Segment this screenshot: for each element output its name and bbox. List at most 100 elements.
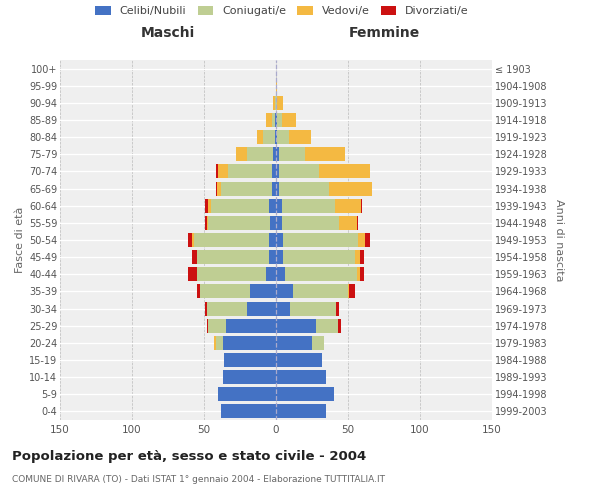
Bar: [276, 302, 290, 316]
Bar: [279, 182, 329, 196]
Bar: [282, 216, 340, 230]
Bar: [276, 113, 277, 127]
Bar: [269, 233, 276, 247]
Bar: [276, 164, 279, 178]
Bar: [226, 318, 276, 332]
Bar: [276, 130, 277, 144]
Bar: [263, 130, 275, 144]
Bar: [293, 284, 348, 298]
Bar: [348, 284, 349, 298]
Bar: [273, 148, 276, 162]
Text: Popolazione per età, sesso e stato civile - 2004: Popolazione per età, sesso e stato civil…: [12, 450, 366, 463]
Bar: [221, 404, 276, 418]
Bar: [275, 113, 276, 127]
Bar: [236, 148, 247, 162]
Bar: [356, 268, 359, 281]
Bar: [215, 164, 218, 178]
Text: Femmine: Femmine: [349, 26, 419, 40]
Bar: [269, 198, 276, 212]
Legend: Celibi/Nubili, Coniugati/e, Vedovi/e, Divorziati/e: Celibi/Nubili, Coniugati/e, Vedovi/e, Di…: [95, 6, 469, 16]
Bar: [205, 198, 208, 212]
Bar: [340, 216, 356, 230]
Bar: [275, 130, 276, 144]
Bar: [276, 216, 282, 230]
Bar: [359, 268, 364, 281]
Bar: [205, 216, 207, 230]
Y-axis label: Fasce di età: Fasce di età: [14, 207, 25, 273]
Bar: [207, 302, 247, 316]
Bar: [266, 268, 276, 281]
Bar: [276, 268, 284, 281]
Bar: [355, 250, 359, 264]
Bar: [329, 182, 373, 196]
Bar: [188, 268, 197, 281]
Bar: [312, 336, 323, 350]
Bar: [305, 148, 345, 162]
Bar: [356, 216, 358, 230]
Bar: [319, 164, 370, 178]
Bar: [269, 250, 276, 264]
Bar: [214, 336, 215, 350]
Bar: [276, 96, 277, 110]
Bar: [290, 302, 337, 316]
Bar: [221, 182, 272, 196]
Bar: [276, 284, 293, 298]
Text: COMUNE DI RIVARA (TO) - Dati ISTAT 1° gennaio 2004 - Elaborazione TUTTITALIA.IT: COMUNE DI RIVARA (TO) - Dati ISTAT 1° ge…: [12, 475, 385, 484]
Bar: [247, 302, 276, 316]
Bar: [279, 148, 305, 162]
Bar: [257, 130, 263, 144]
Bar: [250, 284, 276, 298]
Bar: [279, 164, 319, 178]
Bar: [215, 182, 217, 196]
Bar: [276, 353, 322, 367]
Bar: [197, 268, 266, 281]
Bar: [247, 148, 273, 162]
Bar: [282, 198, 335, 212]
Text: Maschi: Maschi: [141, 26, 195, 40]
Bar: [215, 336, 223, 350]
Bar: [276, 388, 334, 402]
Bar: [276, 148, 279, 162]
Bar: [208, 198, 211, 212]
Bar: [218, 164, 229, 178]
Bar: [277, 96, 283, 110]
Bar: [276, 370, 326, 384]
Bar: [276, 318, 316, 332]
Bar: [193, 233, 194, 247]
Bar: [276, 404, 326, 418]
Bar: [194, 233, 269, 247]
Bar: [266, 113, 272, 127]
Bar: [193, 250, 197, 264]
Bar: [197, 250, 269, 264]
Y-axis label: Anni di nascita: Anni di nascita: [554, 198, 564, 281]
Bar: [272, 113, 275, 127]
Bar: [277, 113, 282, 127]
Bar: [289, 130, 311, 144]
Bar: [207, 318, 208, 332]
Bar: [197, 284, 200, 298]
Bar: [207, 216, 208, 230]
Bar: [272, 164, 276, 178]
Bar: [276, 250, 283, 264]
Bar: [229, 164, 272, 178]
Bar: [276, 78, 277, 92]
Bar: [272, 182, 276, 196]
Bar: [276, 182, 279, 196]
Bar: [276, 336, 312, 350]
Bar: [273, 96, 275, 110]
Bar: [335, 198, 361, 212]
Bar: [217, 182, 221, 196]
Bar: [358, 233, 365, 247]
Bar: [283, 233, 358, 247]
Bar: [349, 284, 355, 298]
Bar: [276, 198, 282, 212]
Bar: [223, 336, 276, 350]
Bar: [282, 113, 296, 127]
Bar: [218, 388, 276, 402]
Bar: [224, 353, 276, 367]
Bar: [205, 302, 207, 316]
Bar: [359, 250, 364, 264]
Bar: [365, 233, 370, 247]
Bar: [361, 198, 362, 212]
Bar: [188, 233, 193, 247]
